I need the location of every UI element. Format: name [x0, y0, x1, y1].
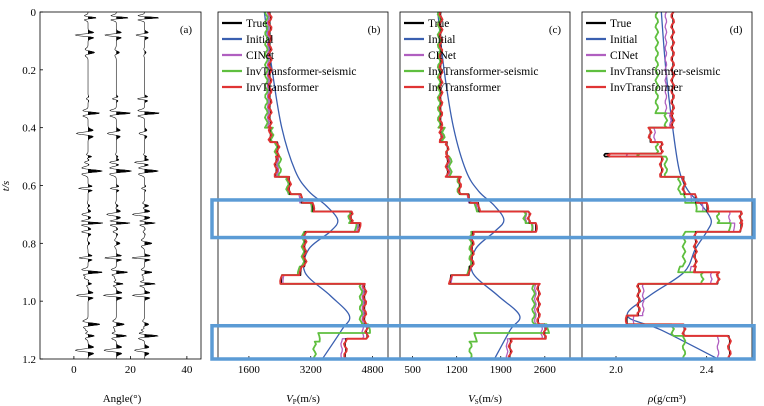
x-tick-label: 1600 [238, 364, 261, 376]
y-tick-label: 0.4 [22, 123, 36, 135]
y-tick-label: 1.0 [22, 296, 36, 308]
legend-label: Initial [610, 34, 637, 46]
panel-c-label: (c) [549, 24, 562, 36]
legend-label: True [610, 18, 631, 30]
x-tick-label: 0 [71, 364, 77, 376]
panel-d-xlabel: ρ(g/cm³) [647, 393, 686, 405]
legend-label: InvTransformer [610, 82, 683, 94]
seismic-trace-fill [116, 16, 132, 360]
y-tick-label: 0 [31, 7, 37, 19]
series-line-true [268, 11, 369, 360]
seismic-trace-fill [88, 16, 103, 359]
series-line-invtransformer [606, 11, 744, 360]
legend-label: CINet [610, 50, 639, 62]
series-line-initial [626, 11, 719, 360]
x-tick-label: 500 [404, 364, 421, 376]
x-tick-label: 1900 [490, 364, 513, 376]
panel-b-label: (b) [368, 24, 381, 36]
y-tick-label: 1.2 [22, 354, 36, 366]
series-line-invtransformer-seismic [625, 11, 732, 360]
highlight-box [210, 198, 756, 240]
y-tick-label: 0.6 [22, 181, 36, 193]
x-tick-label: 2.0 [609, 364, 623, 376]
panel-b-xlabel: VP(m/s) [286, 393, 320, 406]
seismic-trace-fill [144, 16, 160, 359]
series-line-initial [437, 11, 521, 360]
panel-a-seismogram: (a) 0 20 40 0 0.2 0.4 0.6 0.8 1.0 1.2 Angle(°) t… [0, 7, 202, 405]
highlight-box [210, 323, 756, 361]
legend-label: Initial [428, 34, 455, 46]
legend-label: CINet [428, 50, 457, 62]
legend-label: True [246, 18, 267, 30]
series-line-true [603, 11, 743, 360]
panel-a-xlabel: Angle(°) [103, 393, 142, 405]
x-tick-label: 4800 [362, 364, 385, 376]
legend-label: Initial [246, 34, 273, 46]
legend-label: InvTransformer-seismic [428, 66, 539, 78]
series-line-true [439, 11, 547, 360]
panel-a-ylabel: t/s [0, 181, 12, 191]
seismic-trace [131, 11, 160, 360]
legend-label: InvTransformer-seismic [246, 66, 357, 78]
series-line-invtransformer [267, 11, 370, 360]
panel-c-vs: (c) 500 1200 1900 2600 VS(m/s) [399, 11, 571, 406]
series-line-invtransformer-seismic [264, 11, 371, 360]
series-line-invtransformer-seismic [436, 11, 550, 360]
legend-label: InvTransformer [428, 82, 501, 94]
series-line-cinet [266, 11, 365, 360]
x-tick-label: 2.4 [700, 364, 714, 376]
panel-d-density: (d) 2.0 2.4 ρ(g/cm³) [581, 11, 753, 405]
legend-label: InvTransformer [246, 82, 319, 94]
legend-label: InvTransformer-seismic [610, 66, 721, 78]
panel-c-xlabel: VS(m/s) [468, 393, 502, 406]
panel-a-label: (a) [180, 24, 193, 36]
seismic-trace [74, 11, 103, 360]
legend-label: True [428, 18, 449, 30]
panel-b-vp: (b) 1600 3200 4800 VP(m/s) [217, 11, 389, 406]
x-tick-label: 3200 [300, 364, 323, 376]
series-line-initial [263, 11, 351, 360]
x-tick-label: 20 [125, 364, 137, 376]
x-tick-label: 40 [181, 364, 193, 376]
series-line-cinet [438, 11, 544, 360]
x-tick-label: 2600 [534, 364, 557, 376]
seismic-trace [102, 11, 133, 360]
panel-a-frame [39, 11, 202, 360]
y-tick-label: 0.8 [22, 238, 36, 250]
legend-label: CINet [246, 50, 275, 62]
panel-d-label: (d) [730, 24, 743, 36]
y-tick-label: 0.2 [22, 65, 36, 77]
x-tick-label: 1200 [446, 364, 469, 376]
series-line-invtransformer [438, 11, 548, 360]
panel-c-frame [399, 11, 571, 360]
